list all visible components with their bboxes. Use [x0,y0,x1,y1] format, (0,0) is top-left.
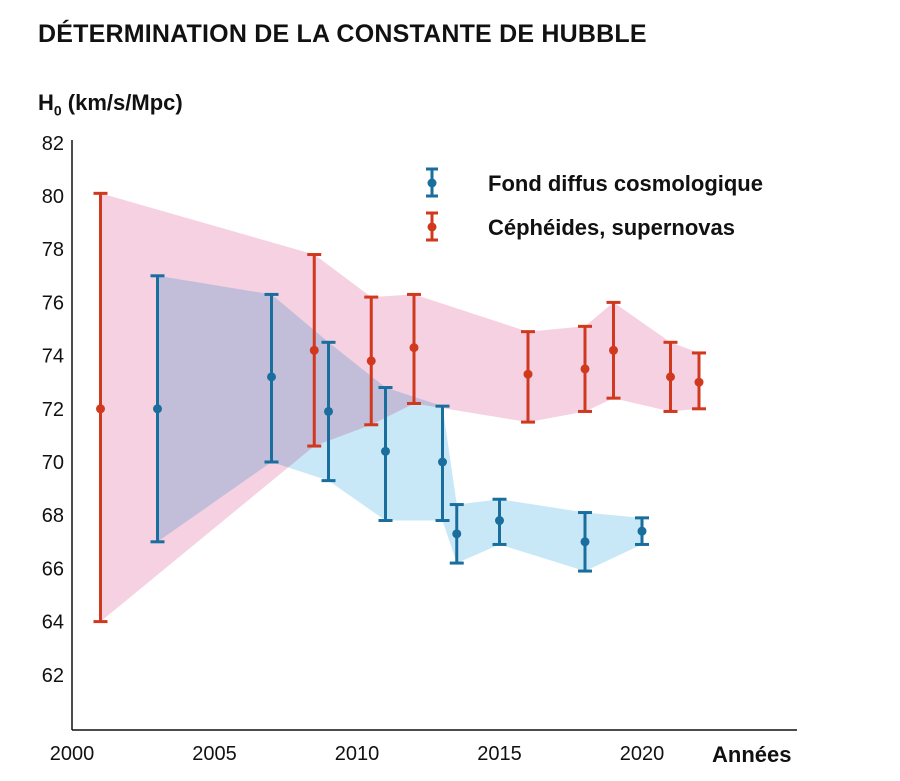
data-point [637,526,647,536]
uncertainty-bands [100,193,699,622]
error-bar-point [378,386,393,523]
data-point [366,356,376,366]
x-tick-label: 2015 [477,743,522,765]
y-tick-label: 80 [42,186,64,208]
chart-title: DÉTERMINATION DE LA CONSTANTE DE HUBBLE [38,20,647,48]
y-tick-label: 76 [42,292,64,314]
error-bar-point [364,295,379,427]
axes [71,140,797,731]
y-tick-label: 62 [42,665,64,687]
data-point [153,404,162,414]
y-axis-label: H0 (km/s/Mpc) [38,90,183,118]
legend-item: Fond diffus cosmologique [426,167,763,198]
error-bar-point [407,292,421,405]
error-bar-point [663,340,678,413]
data-point [609,345,618,355]
error-bar-point [307,253,322,448]
data-point [452,529,462,539]
error-bar-point [93,191,108,624]
data-point [580,537,590,547]
legend-item: Céphéides, supernovas [426,211,735,242]
error-bar-point [321,340,336,483]
error-bar-point [435,404,450,523]
x-tick-label: 2020 [620,743,665,765]
data-point [267,372,276,382]
data-point [381,446,390,456]
data-point [96,404,105,414]
error-bar-point [264,292,279,464]
y-tick-label: 72 [42,399,64,421]
data-point [438,457,447,467]
y-axis-label-main: H [38,90,54,115]
error-bar-point [521,330,535,424]
legend: Fond diffus cosmologique Céphéides, super… [426,167,763,242]
y-axis-label-unit: (km/s/Mpc) [61,90,183,115]
y-tick-label: 78 [42,239,64,261]
error-bar-point [492,497,507,546]
legend-marker-dot [427,178,437,188]
data-point [409,343,419,353]
data-point [523,369,533,379]
error-bar-point [449,503,464,565]
x-tick-label: 2000 [50,743,95,765]
legend-label: Fond diffus cosmologique [488,171,763,196]
x-tick-label: 2005 [192,743,237,765]
legend-label: Céphéides, supernovas [488,215,735,240]
legend-marker-dot [427,222,437,232]
data-point [495,516,504,526]
data-point [309,345,319,355]
data-point [324,406,333,416]
x-axis-label: Années [712,742,791,767]
y-tick-label: 64 [42,612,64,634]
y-tick-label: 68 [42,505,64,527]
y-axis-label-subscript: 0 [53,102,62,119]
error-bar-point [692,351,706,411]
error-bar-point [578,324,592,413]
band-fond-diffus [157,275,642,572]
y-tick-label: 70 [42,452,64,474]
y-tick-label: 82 [42,133,64,155]
series-cepheides [93,191,706,624]
y-tick-label: 74 [42,346,64,368]
data-point [580,364,590,374]
series-fond-diffus [150,274,649,573]
data-point [694,377,704,387]
y-tick-label: 66 [42,558,64,580]
tick-labels: 62 64 66 68 70 72 74 76 78 80 82 2000 2005 2010 2015 20… [42,133,665,765]
error-bar-point [578,511,592,573]
error-bar-point [606,300,621,400]
x-tick-label: 2010 [335,743,380,765]
error-bars [93,191,706,624]
data-point [666,372,675,382]
error-bar-point [150,274,165,544]
error-bar-point [635,516,649,546]
